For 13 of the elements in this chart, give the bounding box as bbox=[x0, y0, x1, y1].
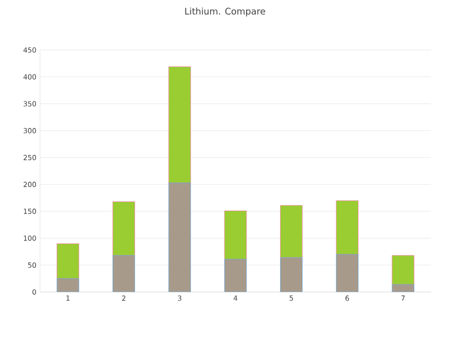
bar bbox=[392, 255, 414, 285]
chart-title: Lithium. Compare bbox=[185, 8, 266, 16]
bar bbox=[280, 257, 303, 292]
bar bbox=[56, 243, 80, 279]
bar bbox=[168, 66, 191, 184]
bar bbox=[280, 205, 303, 258]
bar bbox=[224, 210, 247, 260]
bar bbox=[112, 201, 135, 256]
bar bbox=[168, 182, 191, 292]
bar bbox=[336, 254, 358, 292]
bar bbox=[336, 200, 358, 255]
bar bbox=[112, 255, 135, 292]
bar bbox=[224, 258, 247, 292]
